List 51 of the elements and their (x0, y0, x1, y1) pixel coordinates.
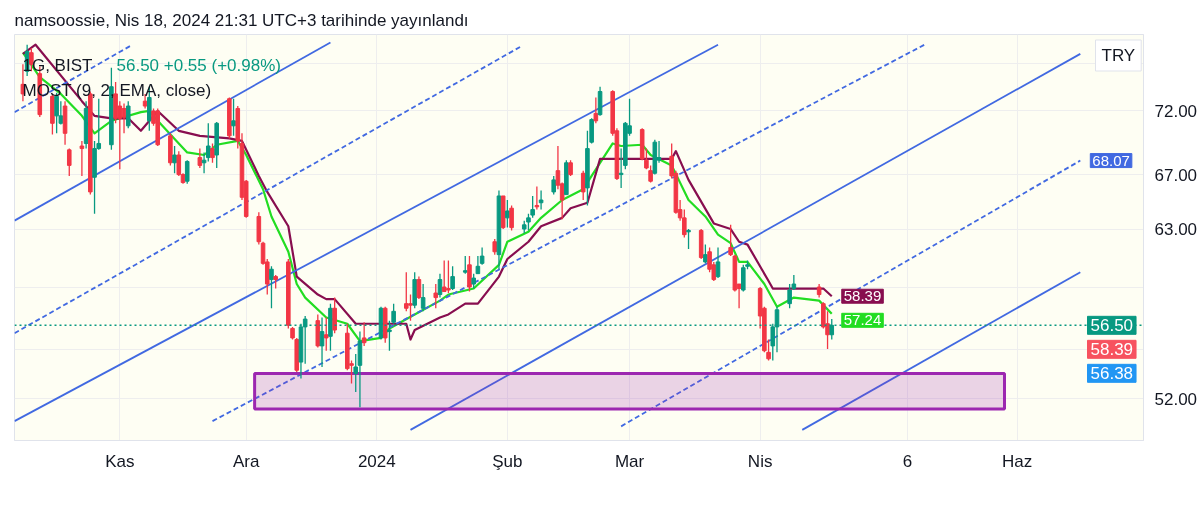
candlestick (715, 246, 721, 279)
ref-line-label: 56.50 (1090, 316, 1134, 336)
annotation: 56.38 (1090, 364, 1134, 384)
candlestick (597, 86, 603, 117)
candlestick (125, 100, 131, 129)
data-label: 58.39 (843, 287, 882, 305)
candlestick (509, 204, 514, 232)
x-tick-label: 6 (902, 451, 913, 471)
candlestick (332, 296, 337, 334)
text: namsoossie, Nis 18, 2024 21:31 UTC+3 tarihinde yayınlandı (14, 10, 469, 30)
candlestick (269, 265, 274, 309)
y-tick-label: 67.00 (1154, 165, 1198, 185)
candlestick (538, 189, 544, 211)
candlestick (231, 98, 236, 137)
candlestick (593, 96, 599, 124)
x-tick-label: Mar (614, 451, 645, 471)
candlestick (551, 175, 557, 196)
y-axis-title: TRY (1101, 46, 1136, 65)
data-label: 68.07 (1092, 151, 1130, 169)
candlestick (686, 228, 691, 250)
candlestick (408, 293, 413, 322)
candlestick (433, 283, 439, 309)
x-tick-label: Şub (492, 451, 523, 471)
candlestick (580, 169, 586, 201)
candlestick (172, 145, 177, 174)
x-tick-label: 2024 (357, 451, 396, 471)
candlestick (361, 321, 367, 347)
annotation: 58.39 (1090, 340, 1134, 360)
candlestick (741, 264, 746, 293)
candlestick (450, 265, 455, 291)
candlestick (197, 147, 203, 169)
candlestick (420, 283, 426, 312)
y-tick-label: 52.00 (1154, 389, 1198, 409)
text: 56.50 +0.55 (+0.98%) (116, 56, 281, 75)
candlestick (210, 142, 215, 164)
y-tick-label: 63.00 (1154, 220, 1198, 240)
x-tick-label: Nis (747, 451, 773, 471)
candlestick (121, 102, 127, 134)
candlestick (66, 147, 72, 177)
candlestick (467, 255, 472, 293)
x-tick-label: Ara (232, 451, 260, 471)
x-tick-label: Kas (105, 451, 135, 471)
data-label: 57.24 (843, 311, 882, 329)
y-tick-label: 72.00 (1154, 101, 1198, 121)
candlestick (79, 140, 85, 177)
x-tick-label: Haz (1002, 451, 1033, 471)
candlestick (446, 259, 451, 294)
candlestick (441, 259, 447, 293)
candlestick (416, 275, 422, 300)
candlestick (505, 199, 510, 229)
candlestick (323, 316, 329, 352)
